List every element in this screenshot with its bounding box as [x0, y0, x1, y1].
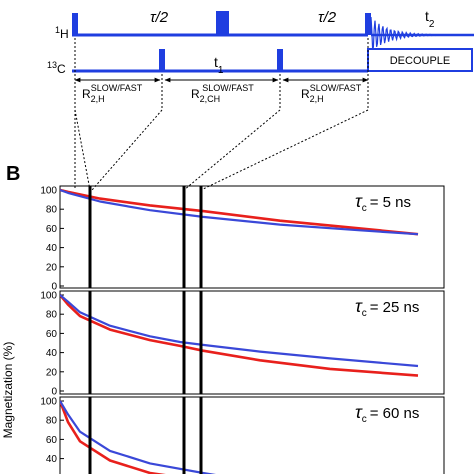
y-tick-label: 40 [46, 243, 58, 254]
y-tick-label: 60 [46, 435, 58, 446]
y-tick-label: 20 [46, 262, 58, 273]
proton-90-pulse-2 [365, 13, 371, 35]
relax-label-1: R2,HSLOW/FAST [82, 83, 143, 104]
proton-90-pulse [72, 13, 78, 35]
plot-frame [59, 185, 445, 289]
tau-c-label: τc = 5 ns [355, 191, 411, 214]
y-tick-label: 100 [40, 186, 57, 197]
series-line-red [60, 400, 166, 474]
y-tick-label: 80 [46, 416, 58, 427]
chart-panel-1: 100 80 60 40 20 0 τc = 5 ns [40, 185, 445, 293]
plot-frame [59, 290, 445, 395]
chart-panel-2: 100 80 60 40 20 0 τc = 25 ns [40, 290, 445, 398]
series-line-blue [60, 400, 217, 474]
t1-label: t1 [214, 54, 224, 76]
series-line-blue [60, 294, 419, 368]
carbon-90-pulse-2 [277, 49, 283, 71]
carbon-90-pulse-1 [159, 49, 165, 71]
tau-c-label: τc = 25 ns [355, 296, 419, 319]
y-tick-label: 0 [51, 387, 57, 398]
relax-label-3: R2,HSLOW/FAST [301, 83, 362, 104]
y-tick-label: 80 [46, 205, 58, 216]
panel-label: B [6, 163, 20, 185]
y-axis-label: Magnetization (%) [1, 342, 15, 439]
connector-2 [91, 109, 163, 191]
connector-4 [200, 109, 369, 191]
series-line-red [60, 294, 419, 377]
series-line-red [60, 188, 419, 236]
proton-180-pulse [216, 11, 229, 35]
pulse-sequence: 1H τ/2 τ/2 t2 13C t1 DECOUPLE R2,HSLOW/F… [47, 8, 474, 191]
y-tick-label: 0 [51, 282, 57, 293]
y-tick-label: 100 [40, 397, 57, 408]
y-tick-label: 40 [46, 454, 58, 465]
series-line-blue [60, 188, 419, 236]
channel-13c-label: 13C [47, 60, 66, 76]
tau-half-label-1: τ/2 [150, 9, 169, 26]
t2-label: t2 [425, 8, 435, 30]
chart-panel-3: 10080604020τc= 60 ns [40, 396, 445, 474]
connector-3 [183, 109, 281, 191]
fid-signal [370, 16, 472, 50]
tau-half-label-2: τ/2 [318, 9, 337, 26]
y-tick-label: 80 [46, 310, 58, 321]
magnetization-charts: 100 80 60 40 20 0 τc = 5 ns 100 80 60 40 20 0 τc = 25 n… [40, 185, 445, 474]
y-tick-label: 40 [46, 348, 58, 359]
tau-c-label: τc = 60 ns [355, 402, 419, 425]
relax-label-2: R2,CHSLOW/FAST [191, 83, 254, 104]
connector-1 [74, 109, 91, 191]
decouple-label: DECOUPLE [390, 55, 451, 67]
plot-frame [59, 396, 445, 474]
y-tick-label: 20 [46, 367, 58, 378]
y-tick-label: 100 [40, 291, 57, 302]
y-tick-label: 60 [46, 329, 58, 340]
channel-1h-label: 1H [55, 25, 69, 41]
y-tick-label: 60 [46, 224, 58, 235]
